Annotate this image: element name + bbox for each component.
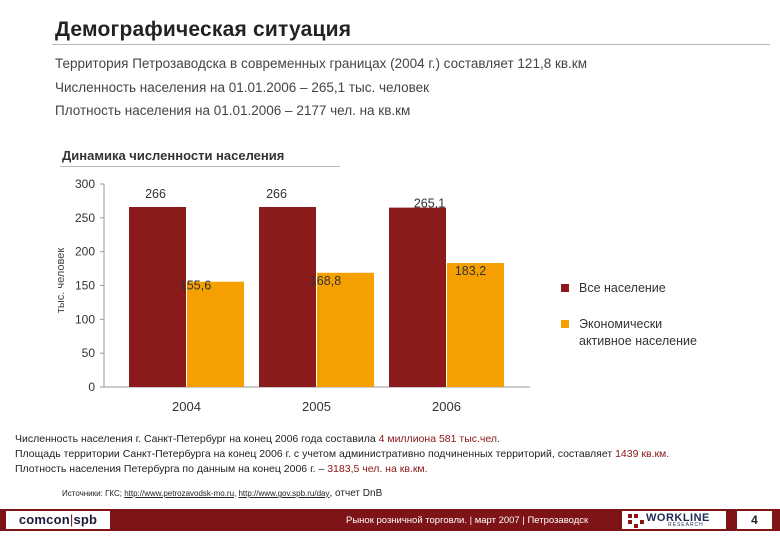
y-tick-label: 250 [75, 211, 95, 225]
bar-active-2005 [317, 272, 374, 387]
y-tick-label: 50 [82, 346, 96, 360]
legend-swatch-active [561, 320, 569, 328]
bar-total-2005 [259, 207, 316, 387]
data-label: 266 [145, 187, 166, 201]
y-axis-label: тыс. человек [55, 248, 67, 314]
bar-total-2006 [389, 207, 446, 387]
chart-title-divider [60, 166, 340, 167]
note-highlight: 3183,5 чел. на кв.км. [327, 463, 428, 475]
title-divider [52, 44, 770, 45]
x-tick-label: 2006 [432, 399, 461, 414]
sources-line: Источники: ГКС; http://www.petrozavodsk-… [62, 488, 383, 499]
footer-caption: Рынок розничной торговли. | март 2007 | … [346, 515, 589, 526]
data-label: 265,1 [414, 197, 445, 211]
workline-logo: WORKLINE [646, 512, 710, 524]
legend-label-active-line1: Экономически [579, 317, 662, 331]
bar-total-2004 [129, 207, 186, 387]
workline-logo-box [622, 511, 726, 529]
comcon-logo: comcon|spb [6, 511, 110, 529]
intro-line-density: Плотность населения на 01.01.2006 – 2177… [55, 103, 411, 118]
logo-square [640, 520, 644, 524]
legend-label-active-line2: активное население [579, 334, 697, 348]
chart-title: Динамика численности населения [62, 148, 285, 163]
note-spb-population: Численность населения г. Санкт-Петербург… [15, 433, 500, 445]
workline-logo-sub: RESEARCH [668, 522, 704, 528]
data-label: 183,2 [455, 264, 486, 278]
legend-swatch-total [561, 284, 569, 292]
data-label: 155,6 [180, 279, 211, 293]
population-chart: 0 50 100 150 200 250 300 тыс. человек 2004 2005 20… [55, 177, 697, 414]
y-tick-label: 200 [75, 245, 95, 259]
logo-square [628, 514, 632, 518]
data-label: 168,8 [310, 274, 341, 288]
note-highlight: 4 миллиона 581 тыс.чел. [378, 433, 500, 445]
intro-line-population: Численность населения на 01.01.2006 – 26… [55, 80, 430, 95]
logo-square [634, 514, 638, 518]
y-tick-label: 300 [75, 177, 95, 191]
source-link-petrozavodsk[interactable]: http://www.petrozavodsk-mo.ru [124, 489, 235, 498]
legend-label-total: Все население [579, 281, 666, 295]
note-spb-density: Плотность населения Петербурга по данным… [15, 463, 428, 475]
source-link-gov-spb[interactable]: http://www.gov.spb.ru/day [238, 489, 330, 498]
note-highlight: 1439 кв.км. [615, 448, 670, 460]
footer-bar [0, 509, 780, 531]
y-tick-label: 100 [75, 312, 95, 326]
page-number: 4 [737, 511, 772, 529]
y-tick-label: 0 [88, 380, 95, 394]
x-tick-label: 2005 [302, 399, 331, 414]
bar-active-2004 [187, 281, 244, 387]
y-tick-label: 150 [75, 279, 95, 293]
x-tick-label: 2004 [172, 399, 201, 414]
intro-line-territory: Территория Петрозаводска в современных г… [55, 56, 587, 71]
bar-active-2006 [447, 263, 504, 387]
logo-square [634, 524, 638, 528]
logo-square [628, 520, 632, 524]
note-spb-area: Площадь территории Санкт-Петербурга на к… [15, 448, 670, 460]
page-title: Демографическая ситуация [55, 18, 352, 41]
data-label: 266 [266, 187, 287, 201]
